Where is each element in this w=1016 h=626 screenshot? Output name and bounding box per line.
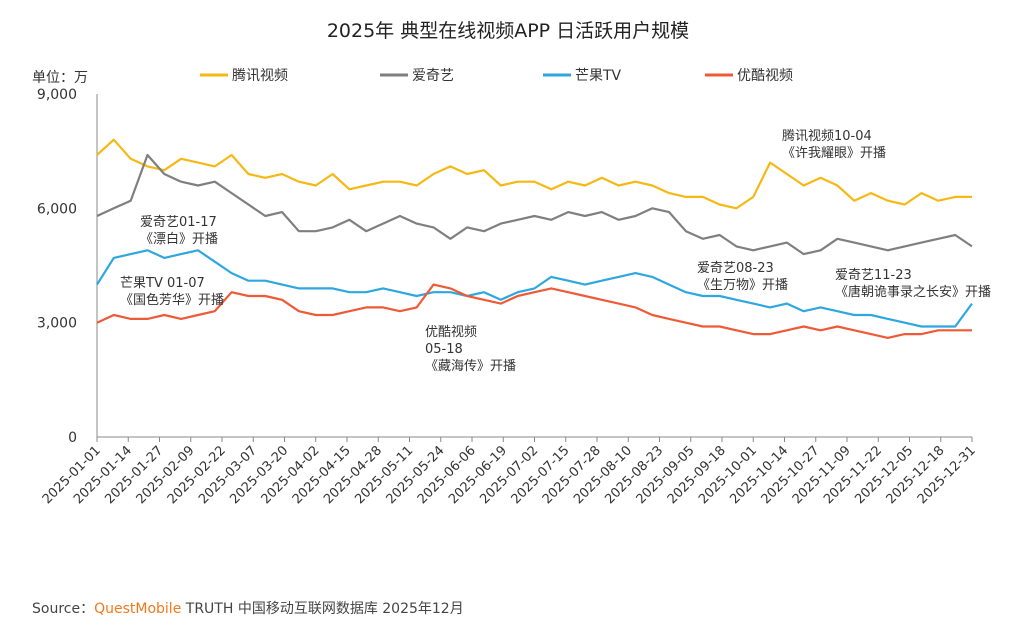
y-tick-label: 0 <box>68 430 77 446</box>
source: Source：QuestMobile TRUTH 中国移动互联网数据库 2025… <box>32 598 464 618</box>
annotation: 爱奇艺08-23 <box>697 260 774 276</box>
annotation: 《藏海传》开播 <box>425 359 516 374</box>
chart: 2025年 典型在线视频APP 日活跃用户规模 单位：万 0 3,000 6,000… <box>32 20 991 507</box>
y-tick-label: 3,000 <box>37 316 77 332</box>
series-line <box>96 138 972 210</box>
legend-label: 腾讯视频 <box>232 67 288 84</box>
annotation: 《许我耀眼》开播 <box>782 146 886 161</box>
source-text: TRUTH 中国移动互联网数据库 2025年12月 <box>185 601 464 617</box>
annotation: 爱奇艺01-17 <box>140 214 217 230</box>
annotation: 爱奇艺11-23 <box>835 267 912 283</box>
source-brand: QuestMobile <box>94 601 182 617</box>
annotation: 《生万物》开播 <box>697 278 788 293</box>
y-tick-label: 9,000 <box>37 87 77 103</box>
legend-label: 优酷视频 <box>737 68 793 84</box>
annotation: 《国色芳华》开播 <box>120 292 224 308</box>
series-line <box>96 283 972 339</box>
legend-label: 爱奇艺 <box>412 67 454 84</box>
annotation: 腾讯视频10-04 <box>782 128 872 144</box>
annotation: 05-18 <box>425 342 463 357</box>
annotation: 优酷视频 <box>425 325 477 340</box>
annotation: 《唐朝诡事录之长安》开播 <box>835 284 991 300</box>
y-axis-label: 单位：万 <box>32 70 88 86</box>
chart-title: 2025年 典型在线视频APP 日活跃用户规模 <box>327 20 689 42</box>
annotation: 芒果TV 01-07 <box>120 275 205 291</box>
source-prefix: Source： <box>32 601 95 617</box>
legend-label: 芒果TV <box>575 68 622 84</box>
annotation: 《漂白》开播 <box>140 231 218 247</box>
y-tick-label: 6,000 <box>37 201 77 217</box>
series-line <box>96 249 973 328</box>
series-line <box>96 153 973 256</box>
